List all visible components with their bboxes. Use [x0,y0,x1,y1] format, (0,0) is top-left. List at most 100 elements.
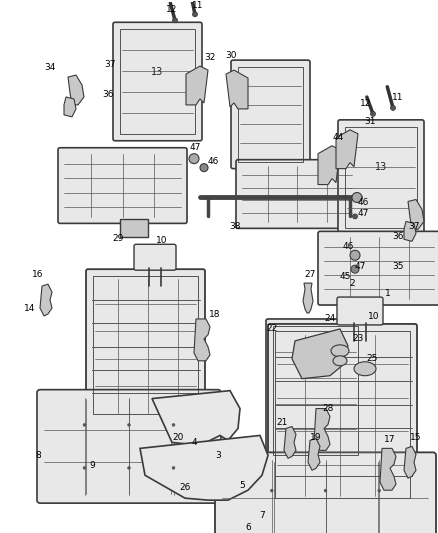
Polygon shape [194,319,210,361]
Text: 21: 21 [276,418,288,427]
Text: 24: 24 [325,314,336,323]
Text: 37: 37 [104,60,116,69]
Text: 38: 38 [229,222,241,231]
Text: 18: 18 [209,310,221,319]
Text: 13: 13 [375,161,387,172]
Text: 46: 46 [357,198,369,207]
Circle shape [127,466,131,470]
Text: 10: 10 [368,312,380,321]
Circle shape [378,489,381,492]
Text: 35: 35 [392,262,404,271]
Text: 26: 26 [179,483,191,492]
Text: 47: 47 [358,209,369,219]
Circle shape [350,251,360,260]
Text: 16: 16 [32,270,44,279]
Text: 3: 3 [215,451,221,461]
Bar [273,326,358,455]
Circle shape [189,154,199,164]
FancyBboxPatch shape [266,319,365,462]
Text: 29: 29 [112,235,124,243]
Circle shape [353,214,357,219]
Text: 45: 45 [339,272,351,281]
Circle shape [200,164,208,172]
Text: 17: 17 [384,435,396,445]
Circle shape [172,423,175,426]
Ellipse shape [331,345,349,357]
Bar [93,276,198,414]
FancyBboxPatch shape [231,60,310,168]
FancyBboxPatch shape [236,160,358,228]
Polygon shape [292,329,348,378]
Polygon shape [314,409,330,450]
Text: 31: 31 [364,117,376,126]
FancyBboxPatch shape [37,390,221,503]
Circle shape [192,12,198,17]
Text: 36: 36 [102,90,114,99]
FancyBboxPatch shape [318,231,438,305]
Text: 23: 23 [352,334,364,343]
Polygon shape [284,426,296,458]
Text: 10: 10 [156,236,168,245]
Text: 12: 12 [360,99,372,108]
Text: 46: 46 [207,157,219,166]
Circle shape [270,489,273,492]
Polygon shape [152,391,240,446]
Text: 11: 11 [192,2,204,10]
Text: 4: 4 [191,439,197,447]
FancyBboxPatch shape [337,297,383,325]
Polygon shape [404,447,416,478]
Text: 20: 20 [172,433,184,442]
Text: 25: 25 [366,354,378,363]
Polygon shape [318,146,340,184]
FancyBboxPatch shape [268,324,417,505]
Text: 32: 32 [204,53,215,62]
Circle shape [352,192,362,203]
Text: 22: 22 [266,324,278,333]
Polygon shape [308,439,320,470]
Polygon shape [303,283,313,313]
Polygon shape [404,221,416,241]
Text: 12: 12 [166,5,178,14]
Text: 44: 44 [332,133,344,142]
FancyBboxPatch shape [134,244,176,270]
Text: 30: 30 [225,51,237,60]
Text: 28: 28 [322,403,334,413]
Text: 27: 27 [304,270,316,279]
Circle shape [351,265,359,273]
Polygon shape [68,75,84,105]
Polygon shape [64,97,76,117]
Circle shape [173,18,177,23]
Text: 47: 47 [354,262,366,271]
Text: 47: 47 [189,143,201,152]
Text: 13: 13 [151,67,163,77]
Bar [275,331,410,498]
Circle shape [172,466,175,470]
Text: 34: 34 [44,63,56,72]
Text: 2: 2 [349,279,355,288]
Text: 9: 9 [89,461,95,470]
Text: 1: 1 [385,289,391,298]
Bar [120,29,195,134]
Ellipse shape [354,362,376,376]
Text: 6: 6 [245,523,251,532]
Ellipse shape [333,356,347,366]
Polygon shape [186,66,208,105]
Circle shape [83,466,86,470]
FancyBboxPatch shape [58,148,187,223]
Text: 11: 11 [392,93,404,102]
Bar [345,127,417,228]
Polygon shape [140,435,268,500]
Text: 8: 8 [35,451,41,461]
Bar [238,67,303,161]
Text: 5: 5 [239,481,245,490]
Text: 15: 15 [410,433,422,442]
FancyBboxPatch shape [113,22,202,141]
Polygon shape [408,199,424,229]
Bar [120,220,148,237]
Polygon shape [380,448,396,490]
Polygon shape [40,284,52,316]
Text: 19: 19 [310,433,322,442]
Text: 7: 7 [259,511,265,520]
Text: 14: 14 [25,304,35,313]
Polygon shape [336,130,358,168]
